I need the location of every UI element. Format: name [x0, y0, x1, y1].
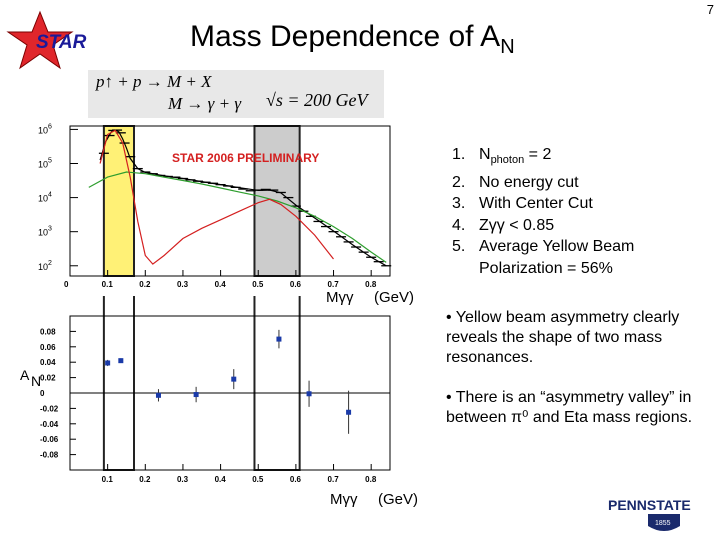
asymmetry-chart: 0.08 0.06 0.04 0.02 0 -0.02 -0.04 -0.06 -0.08 0.1…: [20, 296, 418, 508]
list-item-number: 3.: [452, 195, 466, 213]
x-tick-label: 0.2: [139, 475, 151, 484]
bullet-list: • Yellow beam asymmetry clearly reveals …: [446, 308, 711, 448]
list-item-text: With Center Cut: [479, 195, 593, 213]
title-subscript: N: [500, 36, 515, 58]
title-main: Mass Dependence of A: [190, 20, 501, 53]
fit-curve-red: [99, 129, 334, 265]
x-tick-label: 0.5: [252, 475, 264, 484]
y-tick-label: 0.02: [40, 374, 56, 383]
y-tick-label: 105: [38, 158, 52, 170]
y-tick-label: 0.06: [40, 343, 56, 352]
data-point: [118, 358, 124, 364]
data-point: [276, 336, 282, 342]
list-item: 5. Average Yellow Beam: [452, 236, 634, 258]
y-tick-label: 106: [38, 123, 52, 135]
pennstate-logo-year: 1855: [655, 520, 671, 527]
x-tick-label: 0.6: [290, 475, 302, 484]
data-point: [105, 360, 111, 366]
fit-curve-black: [99, 129, 387, 267]
list-item: 3. With Center Cut: [452, 193, 634, 215]
x-tick-label: 0.3: [177, 280, 189, 289]
x-tick-label: 0.8: [365, 475, 377, 484]
list-item: 4. Zγγ < 0.85: [452, 215, 634, 237]
list-item-text: Polarization = 56%: [479, 259, 613, 277]
pennstate-logo: PENNSTATE 1855: [608, 497, 691, 531]
x-tick-label: 0.6: [290, 280, 302, 289]
list-item: 1. Nphoton = 2: [452, 144, 634, 172]
star-logo-text: STAR: [36, 32, 87, 53]
y-tick-label: 0.08: [40, 327, 56, 336]
conditions-list: 1. Nphoton = 2 2. No energy cut 3. With Cente…: [452, 144, 634, 279]
page-title: Mass Dependence of AN: [190, 20, 515, 59]
data-point: [306, 391, 312, 397]
y-axis-label: A: [20, 367, 30, 383]
x-axis-label: Mγγ: [326, 289, 354, 306]
formula-decay: M → γ + γ: [168, 94, 242, 113]
plot-frame: [69, 125, 391, 277]
mass-band-outline-yellow: [102, 296, 136, 471]
data-point: [231, 376, 237, 382]
x-tick-label: 0.4: [215, 475, 227, 484]
list-item-text: Nphoton = 2: [479, 146, 552, 167]
bullet-item: • There is an “asymmetry valley” in betw…: [446, 389, 693, 426]
preliminary-label: STAR 2006 PRELIMINARY: [172, 151, 319, 165]
list-item-text: Average Yellow Beam: [479, 238, 635, 256]
star-logo: STAR: [6, 10, 87, 70]
formula-energy: √s = 200 GeV: [266, 90, 368, 110]
y-tick-label: 0: [40, 389, 45, 398]
data-point: [193, 392, 199, 398]
list-item-number: 5.: [452, 238, 466, 256]
y-tick-label: -0.04: [40, 420, 59, 429]
data-point: [346, 409, 352, 415]
list-item: Polarization = 56%: [452, 258, 634, 280]
reaction-formula-box: p↑ + p → M + X M → γ + γ √s = 200 GeV: [88, 70, 384, 118]
y-tick-label: 0.04: [40, 358, 56, 367]
x-tick-label: 0.1: [102, 280, 114, 289]
y-tick-label: -0.06: [40, 435, 59, 444]
data-point: [155, 392, 161, 398]
x-tick-label: 0: [64, 280, 69, 289]
formula-reaction: p↑ + p → M + X: [96, 72, 212, 91]
mass-band-yellow: [102, 125, 136, 277]
list-item: 2. No energy cut: [452, 172, 634, 194]
x-tick-label: 0.7: [328, 475, 340, 484]
slide-number: 7: [706, 2, 714, 17]
x-tick-label: 0.1: [102, 475, 114, 484]
bullet-item: • Yellow beam asymmetry clearly reveals …: [446, 309, 680, 366]
x-axis-unit: (GeV): [378, 491, 418, 508]
fit-curve-green: [88, 171, 387, 263]
list-item-number: 2.: [452, 173, 466, 191]
list-item-text: Zγγ < 0.85: [479, 216, 555, 234]
list-item-number: [452, 258, 479, 280]
x-axis-unit: (GeV): [374, 289, 414, 306]
x-tick-label: 0.3: [177, 475, 189, 484]
y-tick-label: 102: [38, 260, 52, 272]
x-tick-label: 0.7: [328, 280, 340, 289]
list-item-number: 4.: [452, 216, 466, 234]
x-tick-label: 0.8: [365, 280, 377, 289]
list-item-text: No energy cut: [479, 173, 579, 191]
y-tick-label: 103: [38, 226, 52, 238]
x-tick-label: 0.4: [215, 280, 227, 289]
pennstate-logo-text: PENNSTATE: [608, 497, 691, 513]
y-axis-label-sub: N: [31, 373, 41, 389]
x-tick-label: 0.2: [139, 280, 151, 289]
pennstate-shield: [648, 514, 680, 531]
mass-band-outline-gray: [253, 296, 301, 471]
x-tick-label: 0.5: [252, 280, 264, 289]
mass-spectrum-chart: 106 105 104 103 102 0 0.1 0.2 0.3 0.4 0.5 0.6 0.7 0.8…: [38, 123, 414, 306]
x-axis-label: Mγγ: [330, 491, 358, 508]
list-item-number: 1.: [452, 146, 466, 163]
star-logo-star: [6, 10, 74, 70]
y-tick-label: 104: [38, 192, 52, 204]
y-tick-label: -0.08: [40, 451, 59, 460]
y-tick-label: -0.02: [40, 404, 59, 413]
